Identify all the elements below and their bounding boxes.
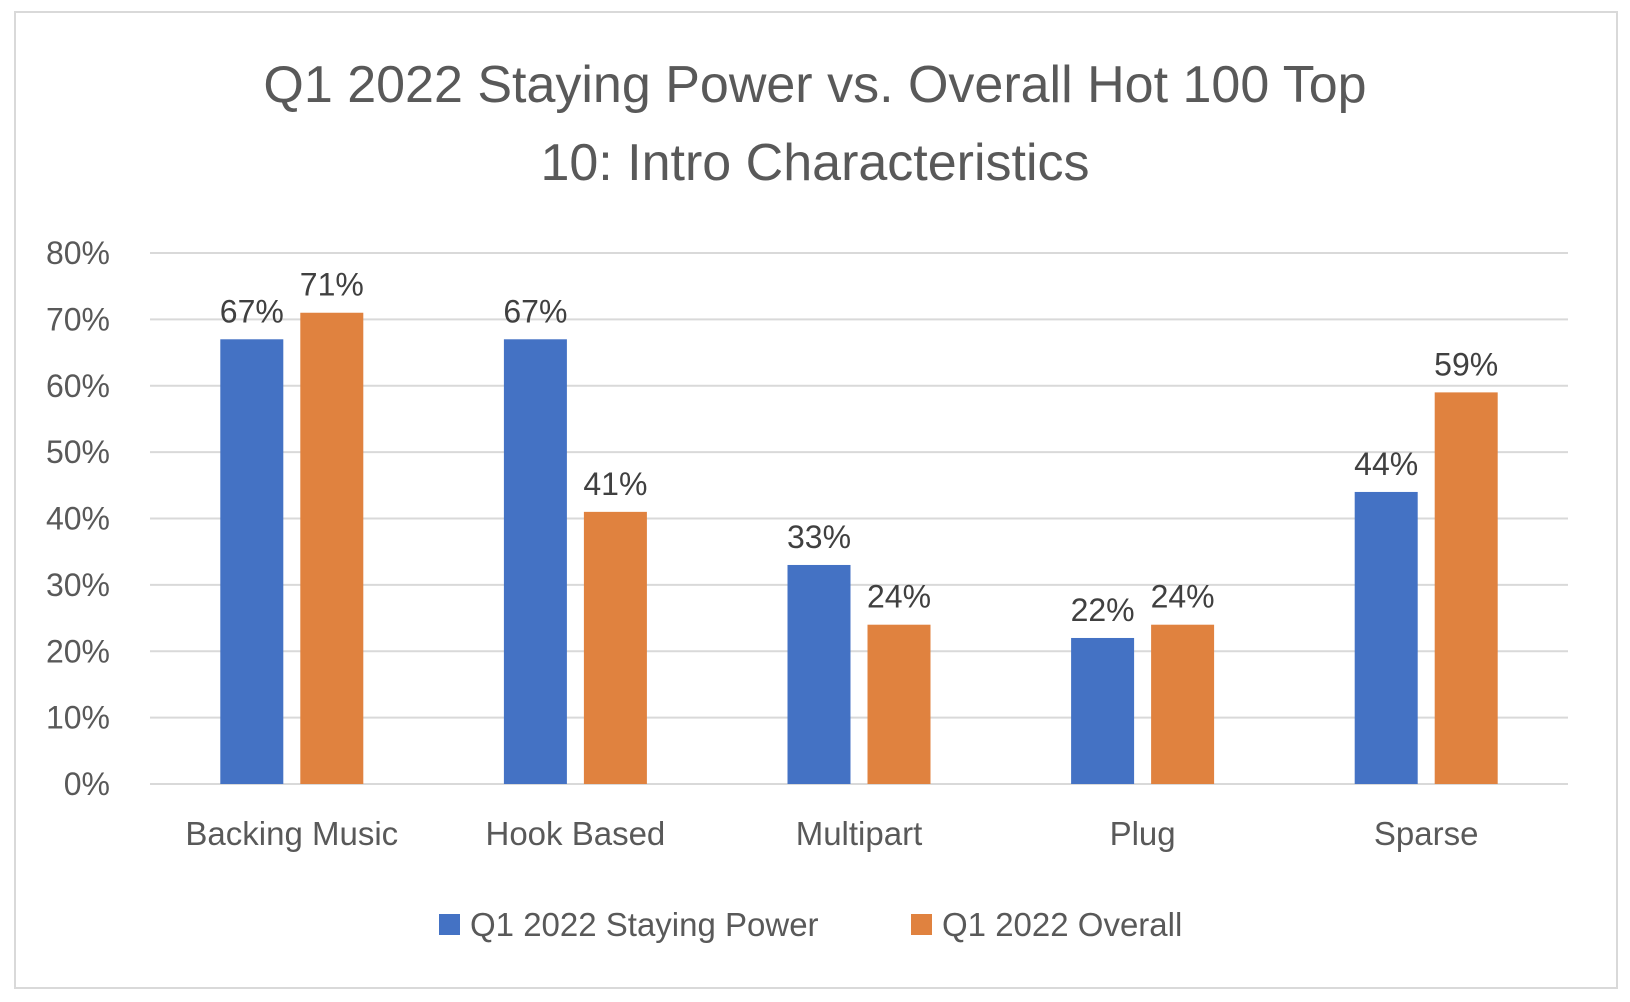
data-label: 24% (867, 579, 931, 615)
y-tick-label: 0% (64, 766, 110, 802)
y-tick-label: 20% (46, 633, 110, 669)
chart-title: Q1 2022 Staying Power vs. Overall Hot 10… (263, 56, 1366, 192)
category-label: Backing Music (185, 815, 398, 852)
bar-1-1 (583, 511, 647, 784)
legend: Q1 2022 Staying Power Q1 2022 Overall (439, 906, 1182, 943)
bar-1-0 (300, 312, 364, 784)
y-tick-label: 40% (46, 501, 110, 537)
bar-0-0 (220, 339, 284, 784)
bar-1-4 (1434, 392, 1498, 784)
gridlines (150, 252, 1568, 785)
y-tick-label: 30% (46, 567, 110, 603)
category-label: Plug (1110, 815, 1176, 852)
y-tick-label: 70% (46, 301, 110, 337)
legend-swatch-0 (439, 914, 460, 935)
data-label: 67% (220, 293, 284, 329)
chart-title-line-2: 10: Intro Characteristics (540, 134, 1089, 192)
data-label: 67% (503, 293, 567, 329)
legend-label: Q1 2022 Overall (942, 906, 1182, 943)
bar-0-3 (1071, 637, 1135, 784)
x-axis-category-labels: Backing Music Hook Based Multipart Plug Spar… (185, 815, 1478, 852)
data-label: 22% (1071, 592, 1135, 628)
bar-1-2 (867, 624, 931, 784)
bar-0-2 (787, 564, 851, 784)
category-label: Sparse (1374, 815, 1479, 852)
y-tick-label: 50% (46, 434, 110, 470)
data-label: 71% (300, 267, 364, 303)
bar-1-3 (1151, 624, 1215, 784)
y-tick-label: 10% (46, 700, 110, 736)
y-tick-label: 60% (46, 368, 110, 404)
legend-label: Q1 2022 Staying Power (470, 906, 819, 943)
bar-0-4 (1354, 491, 1418, 784)
data-labels: 67% 71% 67% 41% 33% 24% 22% 24% 44% 59% (220, 267, 1498, 628)
data-label: 24% (1151, 579, 1215, 615)
legend-swatch-1 (911, 914, 932, 935)
y-axis-tick-labels: 0% 10% 20% 30% 40% 50% 60% 70% 80% (46, 235, 110, 802)
y-tick-label: 80% (46, 235, 110, 271)
data-label: 59% (1434, 346, 1498, 382)
chart-title-line-1: Q1 2022 Staying Power vs. Overall Hot 10… (263, 56, 1366, 114)
category-label: Hook Based (486, 815, 666, 852)
data-label: 44% (1354, 446, 1418, 482)
bar-0-1 (503, 339, 567, 784)
data-label: 41% (583, 466, 647, 502)
category-label: Multipart (796, 815, 923, 852)
data-label: 33% (787, 519, 851, 555)
bars (220, 312, 1498, 784)
